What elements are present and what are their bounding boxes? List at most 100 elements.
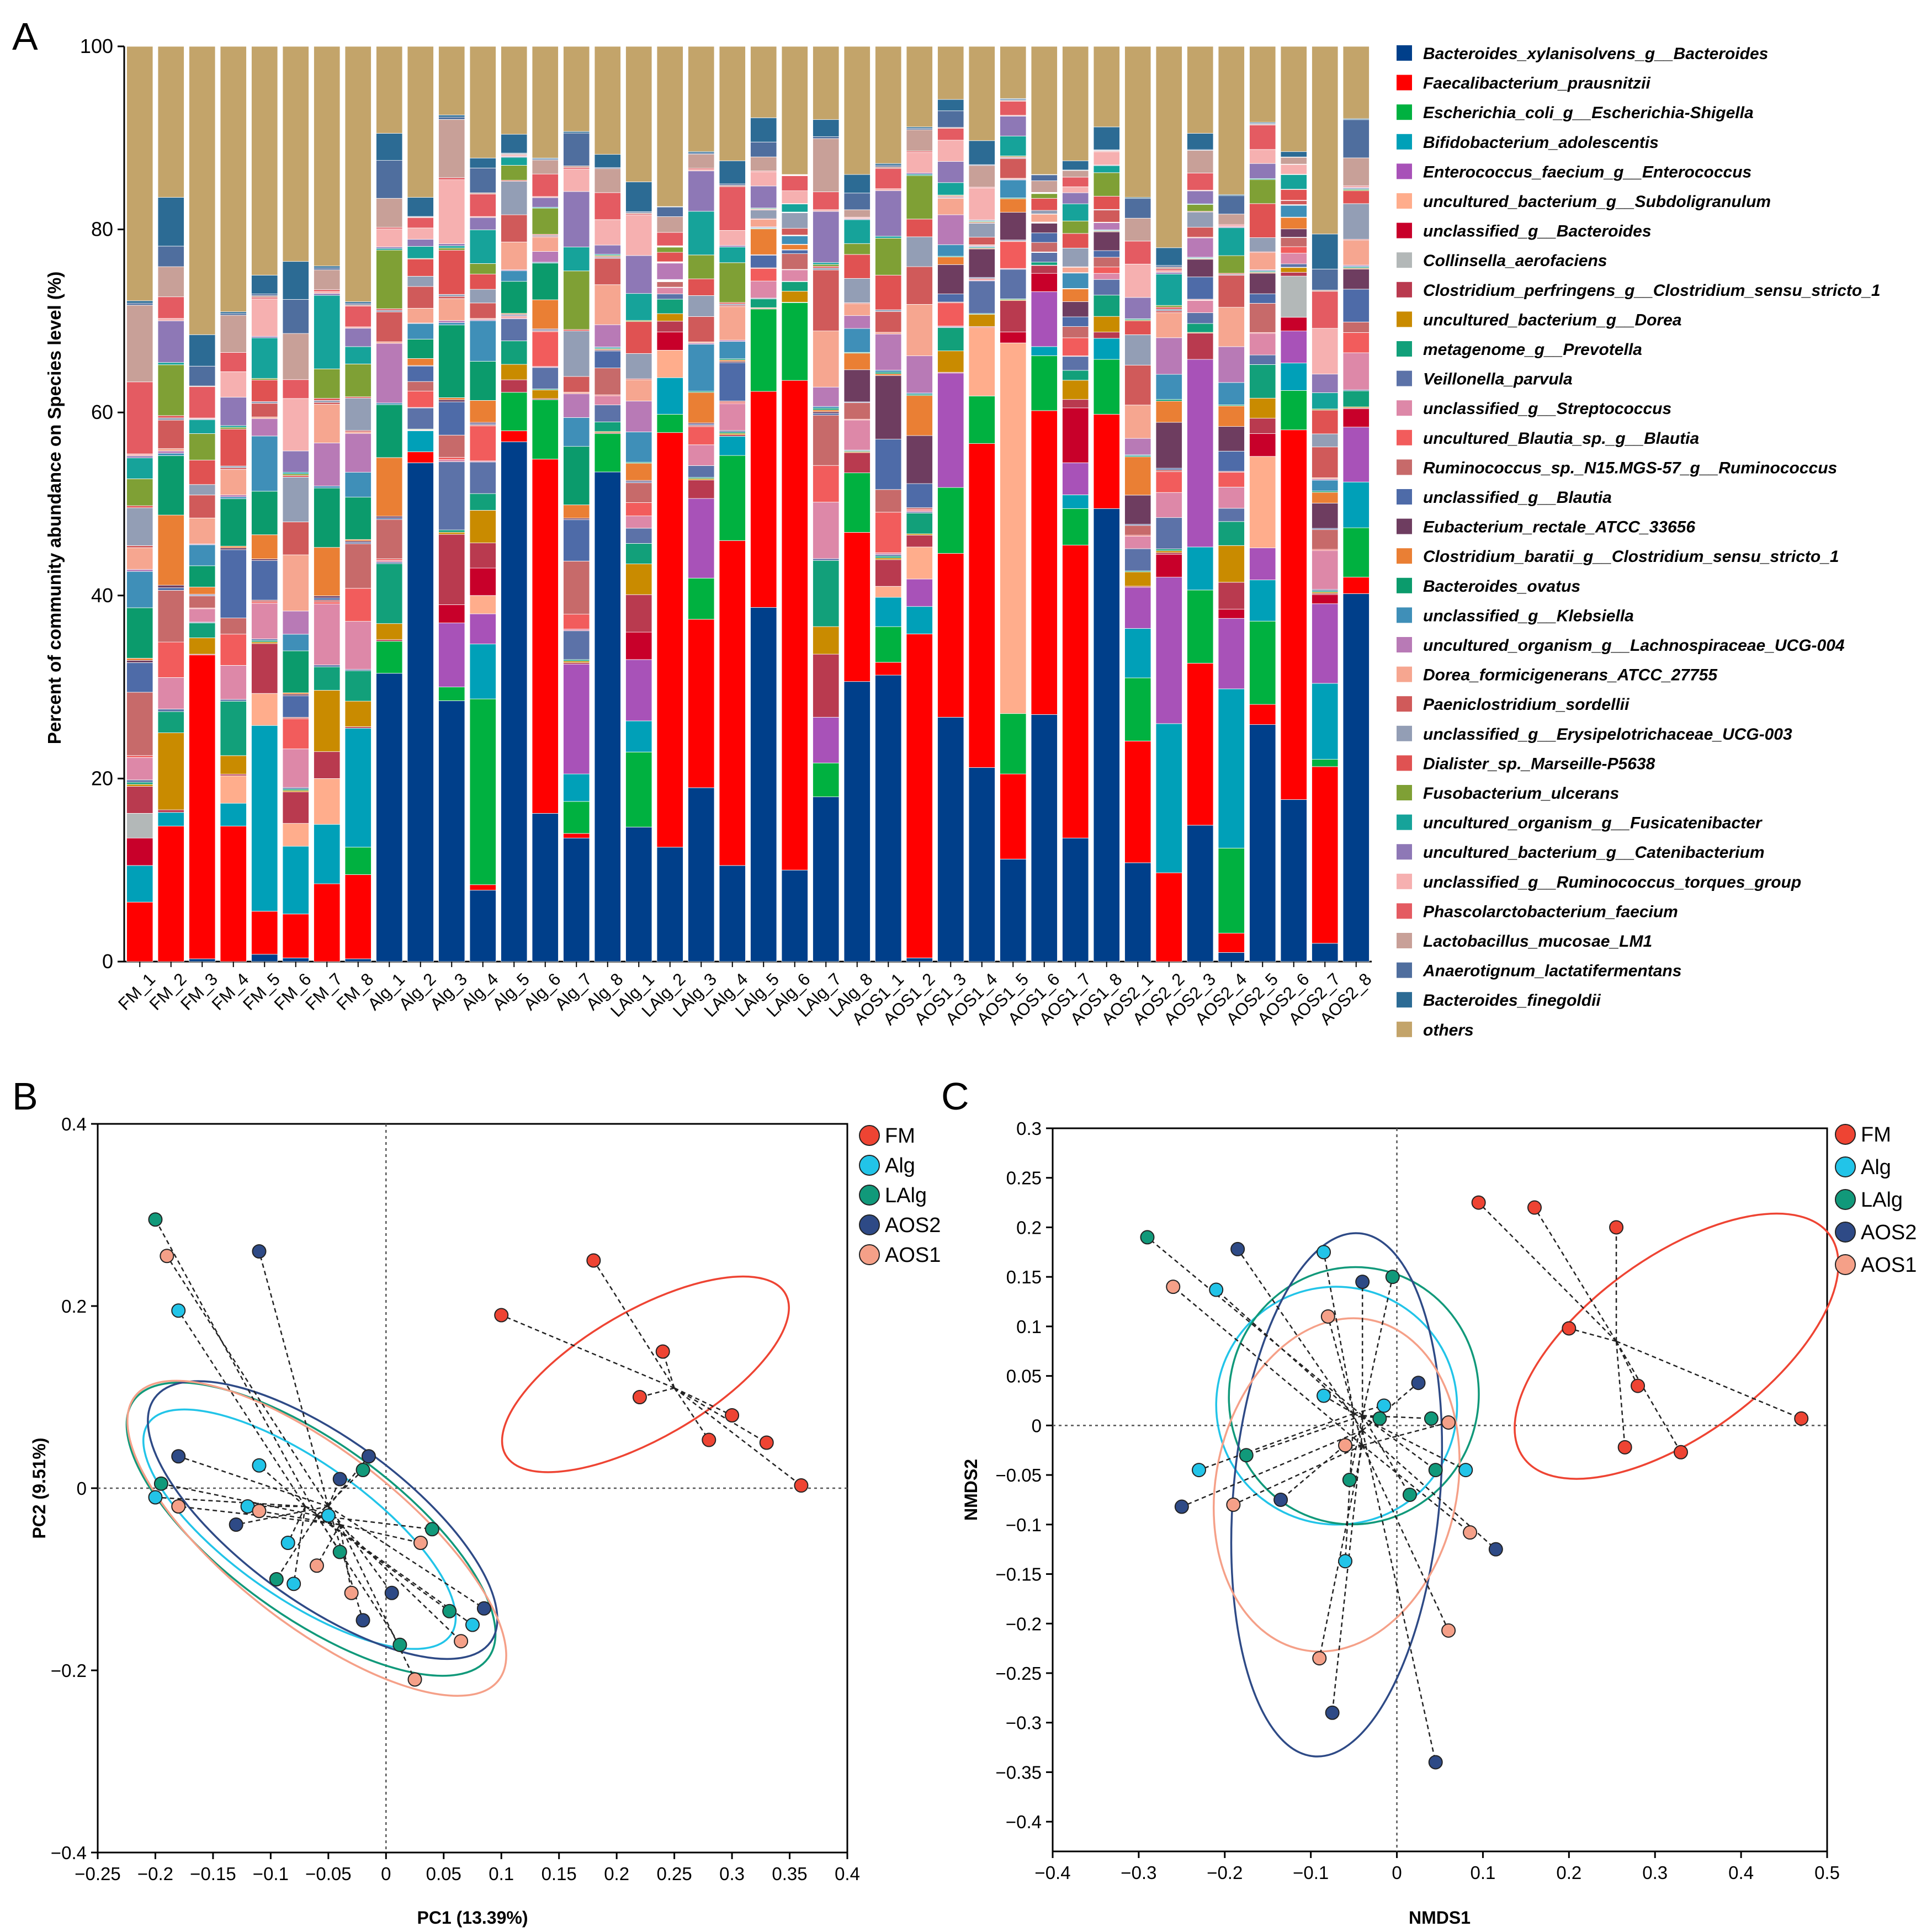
bar-segment [688,211,715,256]
bar-segment [220,545,247,548]
bar-segment [563,417,590,447]
legend-label: Eubacterium_rectale_ATCC_33656 [1423,518,1695,537]
spider-line-LAlg [1147,1236,1363,1416]
point-FM [1631,1378,1646,1393]
bar-segment [438,457,465,460]
stacked-bar-FM_6 [282,46,309,962]
spider-line-AOS1 [1362,1445,1471,1533]
bar-segment [688,426,715,445]
bar-segment [1000,331,1027,343]
bar-segment [469,493,496,511]
bar-segment [469,157,496,168]
y-tick-label: 0.2 [61,1296,87,1317]
bar-segment [1187,46,1214,134]
bar-segment [314,824,341,884]
legend-swatch [1397,75,1412,91]
bar-segment [501,270,528,282]
bar-segment [532,160,559,174]
point-AOS1 [344,1585,359,1600]
bar-segment [251,601,278,604]
legend-item: Paeniclostridium_sordellii [1397,696,1630,714]
bar-segment [1280,246,1307,254]
bar-segment [1187,663,1214,826]
legend-label: Bacteroides_ovatus [1423,577,1580,596]
bar-segment [1124,334,1151,365]
bar-segment [656,252,683,262]
bar-segment [625,826,652,962]
legend-marker [1835,1254,1856,1275]
bar-segment [314,778,341,825]
bar-segment [1155,305,1182,307]
point-AOS2 [361,1449,376,1464]
legend-label: AOS1 [1861,1254,1917,1277]
bar-segment [968,165,995,188]
bar-segment [220,495,247,497]
bar-segment [1155,46,1182,248]
bar-segment [314,751,341,779]
bar-segment [220,315,247,353]
confidence-ellipse-Alg [1215,1286,1458,1526]
bar-segment [688,480,715,499]
legend-item: Dorea_formicigenerans_ATCC_27755 [1397,666,1718,684]
bar-segment [594,245,621,255]
bar-segment [189,596,216,608]
y-tick-label: 40 [91,584,113,607]
bar-segment [407,197,434,217]
bar-segment [750,156,777,172]
bar-segment [282,611,309,635]
point-LAlg [1342,1473,1357,1488]
point-FM [1562,1321,1577,1336]
bar-segment [344,621,371,670]
bar-segment [220,311,247,314]
bar-segment [875,311,902,333]
bar-segment [594,368,621,395]
bar-segment [937,198,964,215]
spider-line-LAlg [275,1515,318,1580]
bar-segment [220,397,247,426]
bar-segment [1312,233,1339,269]
bar-segment [1031,252,1058,263]
bar-segment [189,46,216,335]
legend-item-AOS1: AOS1 [1835,1254,1917,1277]
bar-segment [469,289,496,304]
bar-segment [906,236,933,267]
legend-label: uncultured_bacterium_g__Catenibacterium [1423,843,1765,862]
bar-segment [1093,508,1120,962]
legend-swatch [1397,844,1412,860]
bar-segment [563,247,590,272]
stacked-bar-Alg_6 [532,46,559,962]
bar-segment [1000,713,1027,774]
bar-segment [906,513,933,534]
bar-segment [438,116,465,120]
bar-segment [469,613,496,645]
bar-segment [906,534,933,548]
bar-segment [438,623,465,688]
bar-segment [1280,363,1307,391]
bar-segment [1155,312,1182,338]
bar-segment [532,367,559,390]
confidence-ellipse-LAlg [1228,1266,1480,1526]
bar-segment [1187,190,1214,204]
bar-segment [968,237,995,245]
bar-segment [875,662,902,676]
bar-segment [1155,422,1182,469]
bar-segment [875,558,902,560]
bar-segment [1124,525,1151,536]
bar-segment [1000,179,1027,198]
bar-segment [282,472,309,474]
bar-segment [126,779,153,783]
bar-segment [282,694,309,696]
panel-c-y-axis-label: NMDS2 [961,1459,981,1521]
bar-segment [1312,269,1339,290]
bar-segment [282,521,309,555]
bar-segment [1249,46,1276,123]
legend-item-AOS1: AOS1 [859,1244,941,1267]
bar-segment [501,430,528,442]
legend-swatch [1397,45,1412,61]
spider-line-AOS2 [1181,1430,1363,1508]
legend-item: uncultured_organism_g__Lachnospiraceae_U… [1397,636,1845,655]
legend-swatch [1397,637,1412,652]
bar-segment [875,375,902,440]
bar-segment [1093,295,1120,317]
bar-segment [875,332,902,335]
